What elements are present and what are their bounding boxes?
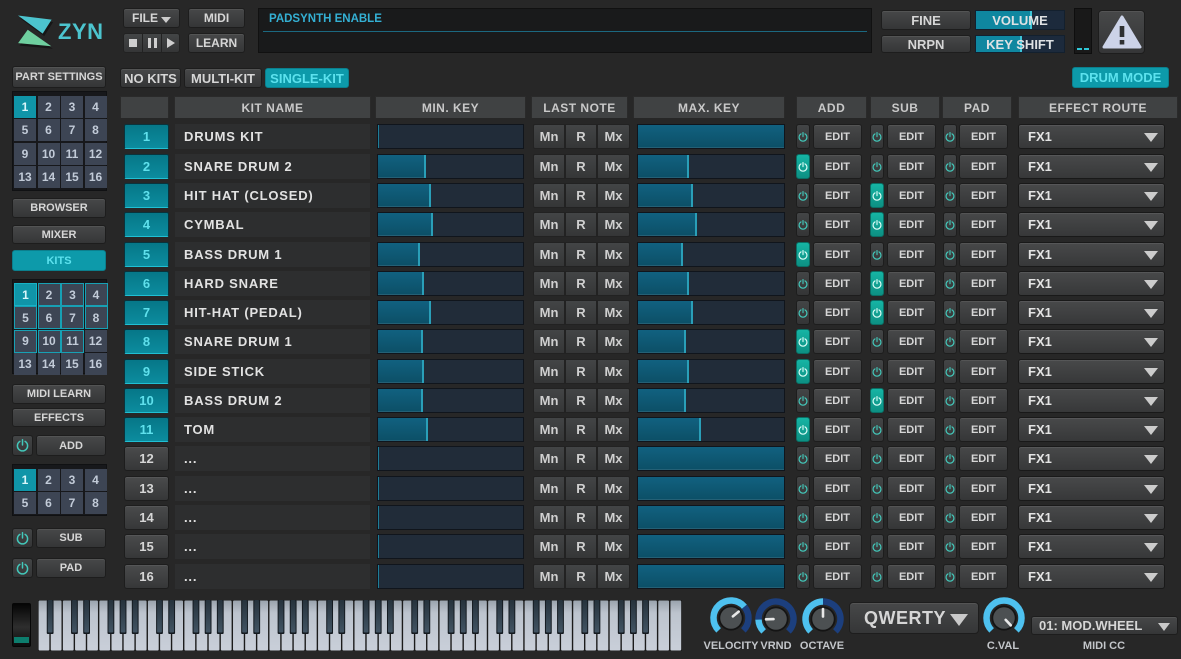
svg-text:ZYN: ZYN [58, 19, 104, 44]
